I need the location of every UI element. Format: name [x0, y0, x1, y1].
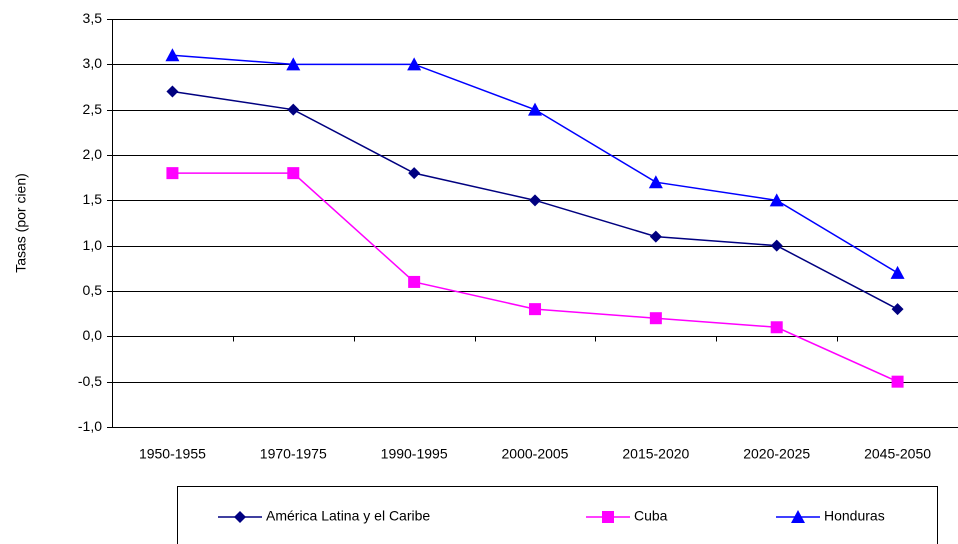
- x-tick-label: 1950-1955: [139, 446, 206, 462]
- legend-label: Honduras: [824, 508, 885, 524]
- x-tick-label: 2015-2020: [622, 446, 689, 462]
- x-tick-label: 1970-1975: [260, 446, 327, 462]
- marker: [287, 167, 300, 180]
- y-tick-label: 3,0: [83, 55, 103, 71]
- marker: [891, 375, 904, 388]
- marker: [408, 275, 421, 288]
- marker: [529, 303, 541, 316]
- y-tick-label: 3,5: [83, 10, 103, 26]
- marker: [287, 103, 300, 116]
- marker: [165, 48, 180, 62]
- legend-marker: [234, 511, 246, 523]
- marker: [891, 303, 904, 316]
- marker: [529, 194, 541, 207]
- marker: [166, 85, 179, 98]
- y-tick-label: -0,5: [78, 373, 102, 389]
- marker: [166, 167, 179, 180]
- legend-marker: [791, 510, 805, 523]
- y-tick-label: 0,5: [83, 282, 103, 298]
- y-tick-label: 1,0: [83, 237, 103, 253]
- marker: [770, 239, 783, 252]
- marker: [649, 230, 662, 243]
- legend-box: [177, 486, 938, 544]
- marker: [648, 175, 663, 189]
- marker: [528, 102, 542, 116]
- marker: [769, 193, 784, 207]
- marker: [770, 321, 783, 334]
- x-tick-label: 2000-2005: [502, 446, 569, 462]
- legend-marker: [602, 511, 614, 523]
- marker: [408, 167, 421, 180]
- x-tick-label: 2045-2050: [864, 446, 931, 462]
- marker: [407, 57, 422, 71]
- marker: [890, 265, 905, 279]
- y-tick-label: 2,5: [83, 101, 103, 117]
- series-line: [172, 54, 898, 274]
- y-tick-label: -1,0: [78, 418, 102, 434]
- x-tick-label: 2020-2025: [743, 446, 810, 462]
- legend-label: América Latina y el Caribe: [266, 508, 430, 524]
- marker: [649, 312, 662, 325]
- marker: [286, 57, 301, 71]
- y-tick-label: 0,0: [83, 327, 103, 343]
- legend-label: Cuba: [634, 508, 668, 524]
- y-tick-label: 1,5: [83, 191, 103, 207]
- x-tick-label: 1990-1995: [381, 446, 448, 462]
- y-axis-title: Tasas (por cien): [13, 173, 29, 273]
- y-tick-label: 2,0: [83, 146, 103, 162]
